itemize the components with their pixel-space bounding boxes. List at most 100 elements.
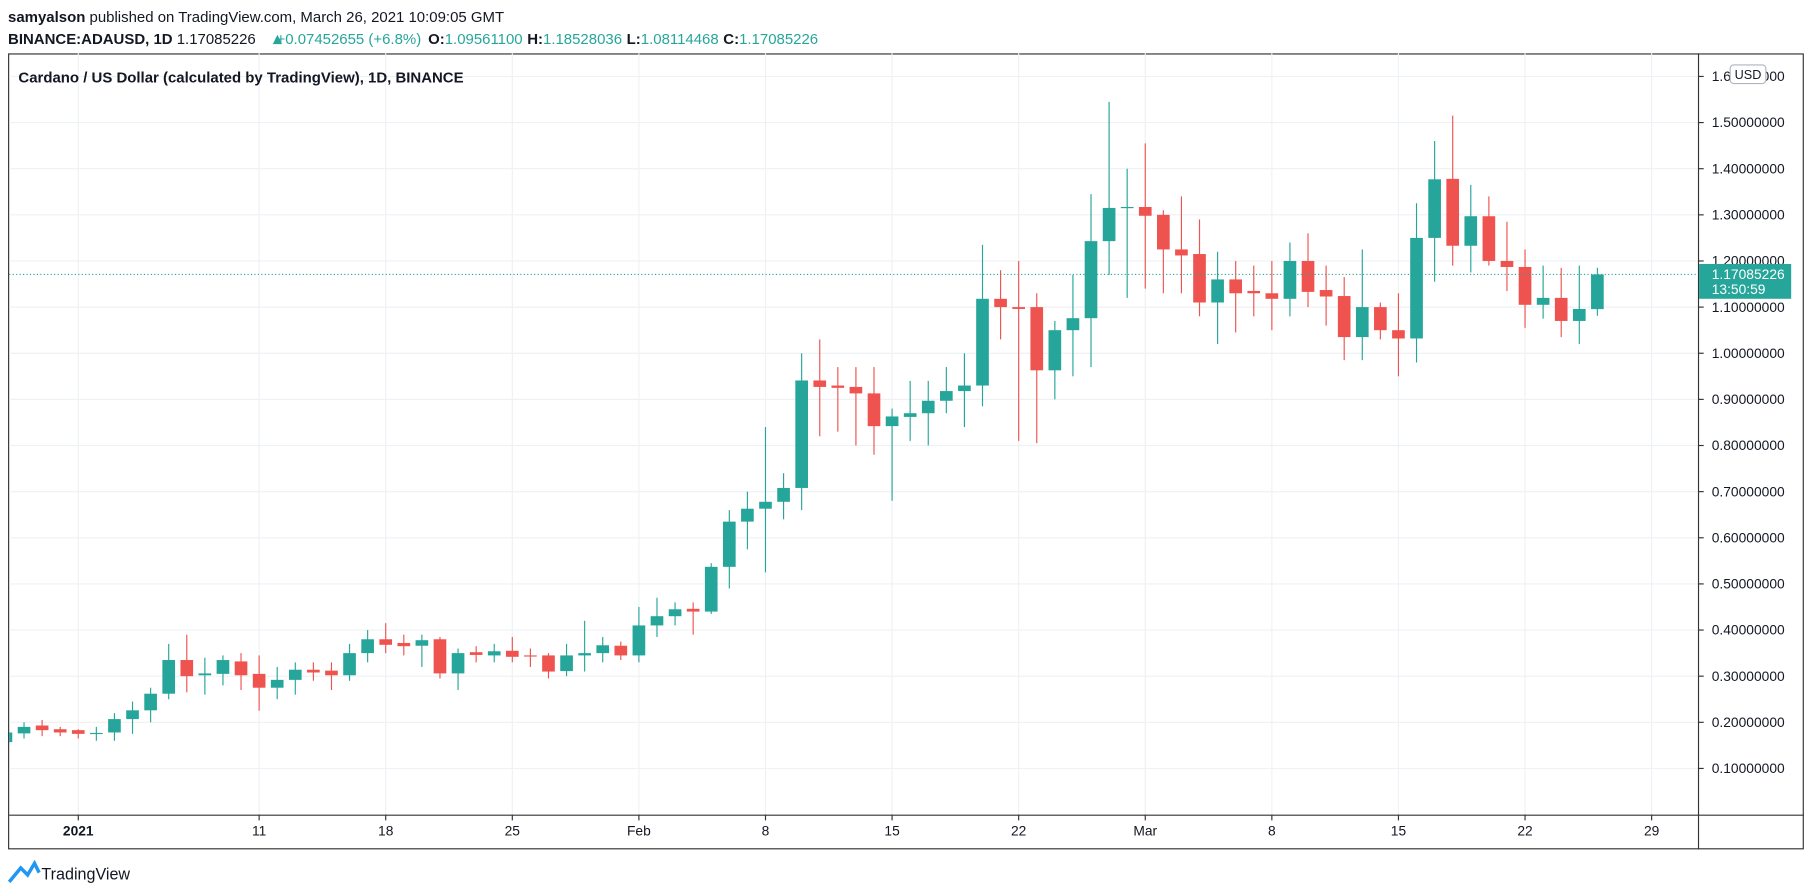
candle-body [451, 653, 465, 674]
candle-body [1102, 207, 1116, 242]
symbol: BINANCE:ADAUSD, 1D [8, 31, 173, 48]
candle-body [1464, 216, 1478, 246]
x-tick-label: 15 [1391, 822, 1407, 838]
candle-body [397, 642, 411, 647]
y-tick-label: 1.00000000 [1712, 345, 1785, 361]
ohlc-label: L: [627, 31, 641, 48]
candle-body [560, 655, 573, 672]
candle-body [903, 413, 917, 417]
x-tick-label: Mar [1133, 822, 1157, 838]
candle-body [1482, 216, 1496, 261]
candle-body [940, 391, 953, 401]
x-tick-label: 8 [1268, 822, 1276, 838]
countdown: 13:50:59 [1712, 281, 1766, 297]
y-tick-label: 1.40000000 [1712, 160, 1785, 176]
candle-body [632, 625, 646, 656]
grid [9, 53, 1698, 815]
candle-body [1265, 293, 1279, 299]
candle-body [1536, 297, 1550, 305]
candle-body [921, 400, 935, 414]
candle-body [90, 732, 103, 735]
currency: USD [1735, 67, 1762, 82]
ohlc-value: 1.17085226 [739, 31, 818, 48]
candle-body [1428, 179, 1441, 238]
x-tick-label: Feb [627, 822, 651, 838]
y-tick-label: 1.30000000 [1712, 206, 1785, 222]
candle-body [578, 653, 591, 656]
candle-body [777, 487, 790, 502]
candle-body [180, 660, 194, 677]
candle-body [958, 385, 971, 392]
y-tick-label: 0.60000000 [1712, 529, 1785, 545]
candle-body [126, 710, 139, 720]
ohlc-value: 1.09561100 [445, 31, 523, 48]
candle-body [307, 669, 320, 673]
last: 1.17085226 [177, 31, 256, 48]
candle-body [288, 669, 302, 680]
candle-body [53, 729, 67, 733]
x-tick-label: 2021 [63, 822, 94, 838]
symbol-line: BINANCE:ADAUSD, 1D 1.17085226 +0.07452655… [8, 31, 818, 48]
candle-body [71, 730, 85, 734]
currency-badge[interactable] [1729, 64, 1767, 85]
chart-title: Cardano / US Dollar (calculated by Tradi… [18, 69, 463, 86]
candle-body [813, 380, 827, 387]
candle-body [17, 726, 31, 734]
header-line: samyalson published on TradingView.com, … [8, 9, 504, 26]
candle-body [1193, 254, 1206, 303]
candle-body [867, 393, 881, 427]
x-tick-label: 22 [1011, 822, 1027, 838]
candle-body [1229, 279, 1243, 294]
candle-body [505, 650, 519, 657]
candle-body [35, 725, 49, 731]
ohlc-value: 1.18528036 [543, 31, 622, 48]
x-tick-label: 15 [884, 822, 900, 838]
last-price-label: 1.17085226 [1712, 266, 1785, 282]
candle-body [650, 616, 664, 626]
candle-body [162, 660, 176, 694]
candle-body [1337, 296, 1351, 338]
ohlc-label: C: [723, 31, 739, 48]
candle-body [234, 661, 248, 676]
candle-body [795, 380, 808, 488]
candle-body [1392, 330, 1405, 339]
candle-body [704, 566, 718, 612]
candle-body [1030, 307, 1044, 371]
candle-body [668, 609, 682, 617]
candle-body [614, 645, 628, 656]
candle-body [487, 651, 501, 656]
candle-body [976, 298, 989, 386]
candle-body [1518, 266, 1532, 305]
candle-body [325, 670, 338, 676]
y-tick-label: 1.50000000 [1712, 114, 1785, 130]
candle-body [994, 298, 1007, 308]
candle-body [379, 639, 393, 645]
candle-body [1500, 260, 1514, 267]
y-tick-label: 0.70000000 [1712, 483, 1785, 499]
candle-body [1120, 207, 1134, 209]
candle-body [524, 655, 537, 657]
candle-body [1247, 290, 1261, 294]
ohlc-value: 1.08114468 [641, 31, 719, 48]
candle-body [1301, 260, 1315, 292]
candle-body [1374, 307, 1387, 331]
candle-body [722, 521, 736, 567]
candle-body [433, 639, 447, 674]
candle-body [343, 653, 356, 676]
candle-body [1283, 260, 1297, 299]
candle-body [741, 508, 754, 522]
candle-body [1066, 318, 1080, 331]
candle-body [1572, 308, 1586, 321]
candle-body [1554, 297, 1568, 321]
candle-body [1319, 290, 1333, 297]
candle-body [542, 655, 555, 672]
ohlc-label: H: [527, 31, 543, 48]
x-tick-label: 25 [505, 822, 521, 838]
last-price-badge [1699, 263, 1792, 299]
frame [8, 53, 1804, 850]
candle-body [831, 385, 845, 388]
ohlc-label: O: [428, 31, 445, 48]
candle-body [1410, 237, 1423, 339]
